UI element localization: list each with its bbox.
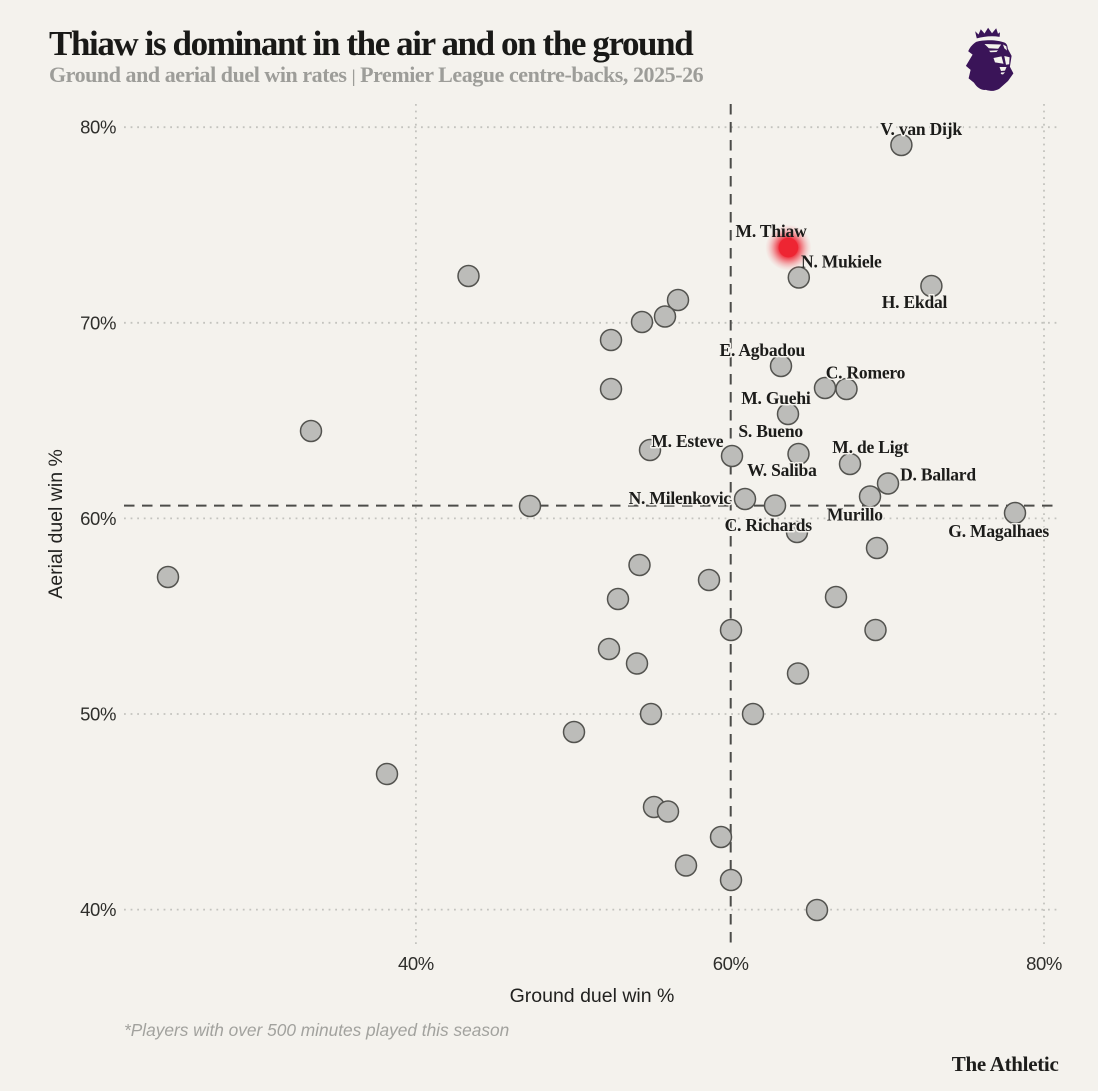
svg-text:C. Richards: C. Richards [725, 515, 813, 535]
svg-text:60%: 60% [713, 953, 749, 974]
svg-text:M. de Ligt: M. de Ligt [832, 437, 909, 457]
svg-text:V. van Dijk: V. van Dijk [880, 119, 962, 139]
svg-text:40%: 40% [80, 899, 116, 920]
svg-text:Aerial duel win %: Aerial duel win % [45, 449, 67, 599]
svg-text:60%: 60% [80, 508, 116, 529]
svg-text:W. Saliba: W. Saliba [747, 460, 817, 480]
svg-text:40%: 40% [398, 953, 434, 974]
svg-text:N. Milenkovic: N. Milenkovic [629, 488, 732, 508]
svg-text:N. Mukiele: N. Mukiele [801, 251, 882, 271]
svg-text:80%: 80% [1026, 953, 1062, 974]
svg-text:70%: 70% [80, 312, 116, 333]
svg-text:M. Guehi: M. Guehi [741, 388, 811, 408]
svg-text:C. Romero: C. Romero [826, 362, 906, 382]
svg-text:M. Thiaw: M. Thiaw [736, 221, 808, 241]
svg-text:M. Esteve: M. Esteve [651, 431, 723, 451]
svg-text:D. Ballard: D. Ballard [900, 464, 976, 484]
svg-text:Murillo: Murillo [827, 505, 883, 525]
svg-text:80%: 80% [80, 117, 116, 138]
svg-text:S. Bueno: S. Bueno [738, 421, 803, 441]
svg-text:H. Ekdal: H. Ekdal [882, 292, 948, 312]
svg-text:50%: 50% [80, 704, 116, 725]
svg-text:G. Magalhaes: G. Magalhaes [948, 521, 1049, 541]
svg-text:E. Agbadou: E. Agbadou [720, 340, 806, 360]
svg-text:Ground duel win %: Ground duel win % [510, 985, 675, 1007]
